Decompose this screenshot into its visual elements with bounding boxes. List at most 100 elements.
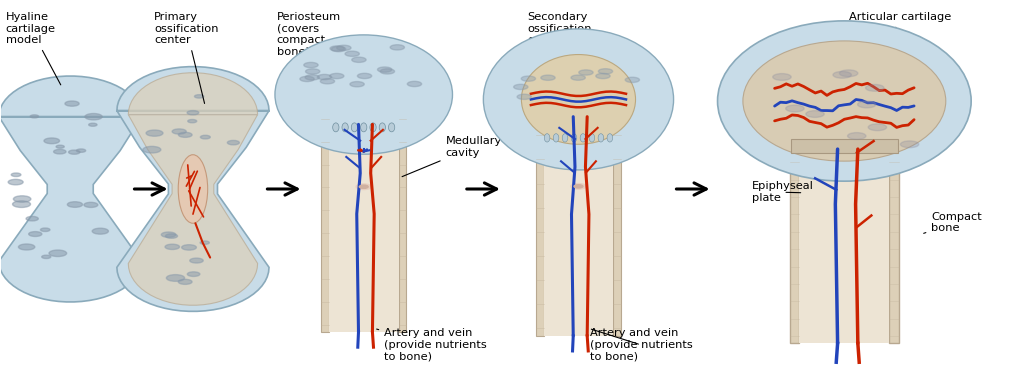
Ellipse shape	[342, 123, 348, 132]
FancyBboxPatch shape	[398, 129, 407, 332]
FancyBboxPatch shape	[329, 129, 398, 332]
Ellipse shape	[379, 123, 385, 132]
Circle shape	[330, 46, 344, 51]
Circle shape	[146, 130, 163, 136]
Circle shape	[865, 84, 884, 91]
Ellipse shape	[521, 54, 636, 144]
Text: Artery and vein
(provide nutrients
to bone): Artery and vein (provide nutrients to bo…	[377, 328, 487, 361]
Circle shape	[345, 51, 359, 56]
Circle shape	[300, 76, 314, 82]
Circle shape	[85, 113, 102, 120]
Ellipse shape	[545, 134, 550, 142]
FancyBboxPatch shape	[322, 129, 329, 332]
Circle shape	[172, 129, 186, 134]
Polygon shape	[0, 76, 141, 302]
Circle shape	[49, 250, 67, 257]
Circle shape	[68, 202, 83, 207]
Circle shape	[541, 75, 555, 81]
Circle shape	[305, 69, 319, 74]
Circle shape	[42, 255, 51, 259]
Circle shape	[408, 81, 422, 87]
FancyBboxPatch shape	[800, 115, 889, 343]
Circle shape	[574, 185, 583, 188]
Ellipse shape	[388, 123, 395, 132]
Circle shape	[378, 67, 392, 72]
Circle shape	[18, 244, 35, 250]
Circle shape	[65, 101, 79, 106]
Circle shape	[833, 71, 851, 78]
Text: Spongy
bone: Spongy bone	[898, 99, 958, 138]
Circle shape	[359, 185, 369, 188]
Circle shape	[30, 115, 39, 118]
Circle shape	[142, 146, 161, 153]
Circle shape	[162, 232, 176, 237]
Circle shape	[848, 133, 866, 139]
Ellipse shape	[742, 41, 946, 161]
Circle shape	[41, 228, 50, 231]
Circle shape	[166, 234, 177, 238]
Circle shape	[8, 179, 24, 185]
Circle shape	[857, 101, 876, 108]
Ellipse shape	[718, 21, 971, 181]
Circle shape	[806, 111, 824, 118]
Circle shape	[26, 217, 38, 221]
Circle shape	[357, 73, 372, 79]
Circle shape	[321, 79, 335, 84]
Ellipse shape	[562, 134, 568, 142]
Ellipse shape	[607, 134, 612, 142]
Circle shape	[11, 173, 20, 177]
Ellipse shape	[275, 35, 453, 154]
Circle shape	[178, 279, 193, 284]
Circle shape	[189, 258, 203, 263]
Circle shape	[330, 73, 344, 79]
Circle shape	[356, 184, 372, 189]
Text: Medullary
cavity: Medullary cavity	[402, 136, 502, 177]
Ellipse shape	[333, 123, 339, 132]
Ellipse shape	[589, 134, 595, 142]
Text: Articular cartilage: Articular cartilage	[850, 12, 951, 81]
Text: Secondary
ossification
center: Secondary ossification center	[527, 12, 592, 85]
Ellipse shape	[178, 155, 208, 223]
Circle shape	[181, 245, 197, 250]
Circle shape	[380, 69, 394, 74]
Circle shape	[201, 135, 210, 139]
Circle shape	[84, 202, 98, 208]
Circle shape	[785, 105, 804, 112]
Circle shape	[579, 70, 593, 75]
Circle shape	[165, 244, 179, 249]
Circle shape	[178, 132, 193, 137]
Text: Primary
ossification
center: Primary ossification center	[154, 12, 218, 104]
Polygon shape	[117, 67, 269, 311]
FancyBboxPatch shape	[792, 139, 897, 153]
Circle shape	[571, 75, 586, 80]
Circle shape	[626, 77, 640, 82]
Circle shape	[350, 82, 365, 87]
Text: Compact
bone: Compact bone	[924, 212, 982, 233]
Circle shape	[12, 201, 31, 208]
Ellipse shape	[571, 134, 577, 142]
Polygon shape	[128, 73, 258, 305]
Circle shape	[53, 149, 66, 154]
Circle shape	[44, 138, 59, 144]
Circle shape	[332, 46, 346, 52]
Circle shape	[337, 45, 351, 51]
FancyBboxPatch shape	[889, 115, 899, 343]
Circle shape	[352, 57, 367, 62]
Circle shape	[521, 76, 536, 81]
Circle shape	[390, 45, 404, 50]
FancyBboxPatch shape	[544, 124, 613, 336]
Ellipse shape	[598, 134, 604, 142]
Circle shape	[89, 123, 97, 126]
Circle shape	[598, 69, 612, 74]
Circle shape	[304, 62, 318, 68]
FancyBboxPatch shape	[790, 115, 800, 343]
Text: Epiphyseal
plate: Epiphyseal plate	[753, 181, 814, 203]
Circle shape	[187, 272, 200, 276]
Circle shape	[900, 141, 919, 148]
Circle shape	[166, 274, 184, 281]
FancyBboxPatch shape	[613, 124, 621, 336]
Circle shape	[77, 149, 86, 152]
Ellipse shape	[360, 123, 367, 132]
Circle shape	[514, 84, 528, 90]
Circle shape	[227, 140, 240, 145]
